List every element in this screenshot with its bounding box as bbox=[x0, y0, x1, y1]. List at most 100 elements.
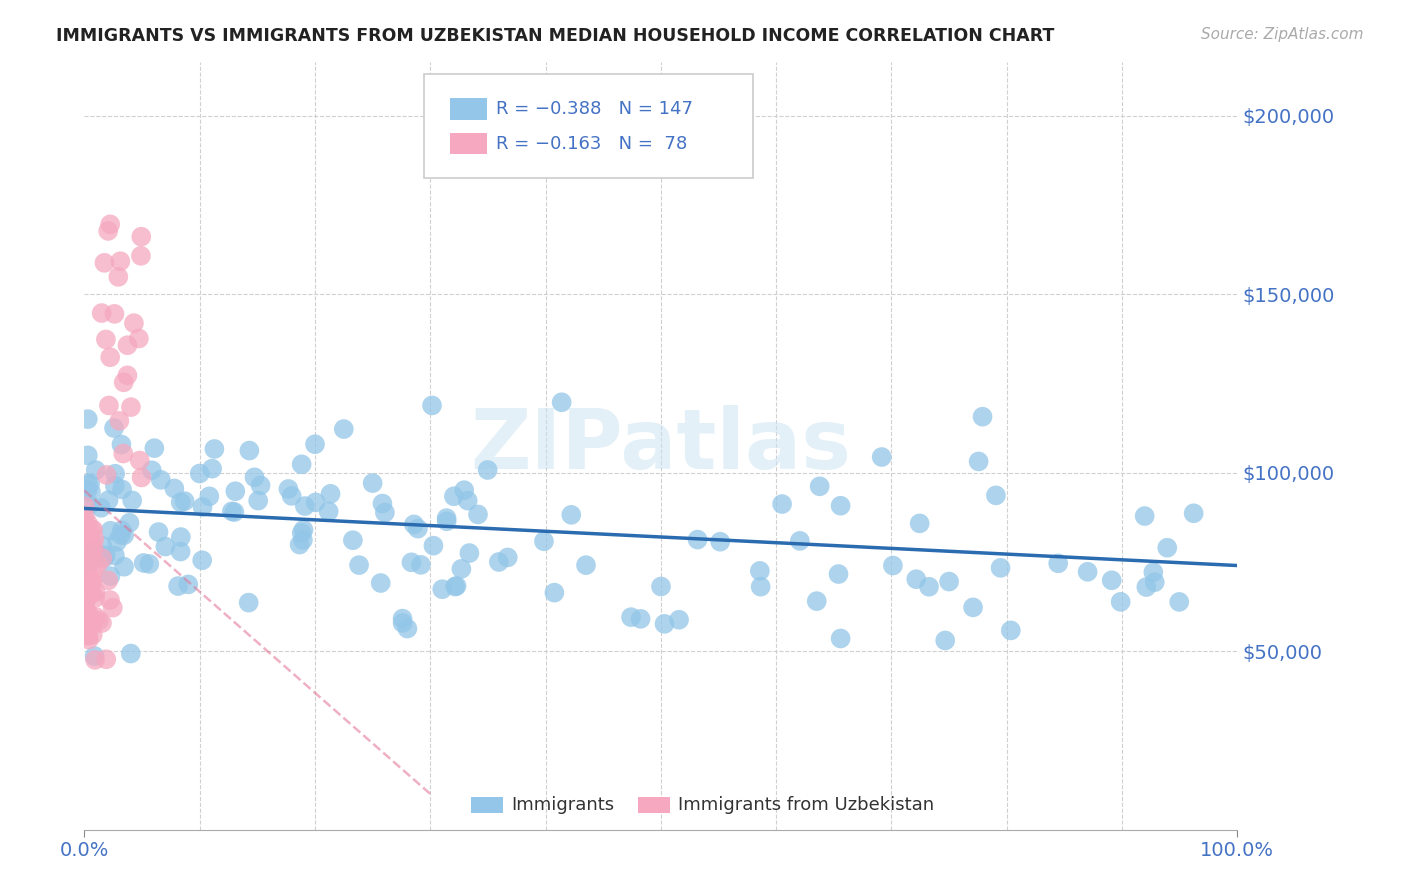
Point bbox=[132, 556, 155, 570]
Point bbox=[249, 478, 271, 492]
Point bbox=[630, 612, 652, 626]
Point bbox=[75, 541, 97, 556]
Point bbox=[1135, 580, 1157, 594]
Point bbox=[91, 615, 114, 630]
Point bbox=[280, 489, 302, 503]
Point bbox=[129, 229, 152, 244]
Point bbox=[830, 499, 852, 513]
Point bbox=[104, 549, 127, 563]
Point bbox=[76, 561, 98, 575]
Point bbox=[173, 494, 195, 508]
Point bbox=[82, 523, 104, 537]
Point bbox=[291, 526, 314, 541]
Point bbox=[79, 573, 101, 587]
Point bbox=[100, 524, 122, 538]
Point bbox=[374, 506, 396, 520]
Point bbox=[918, 580, 941, 594]
Point bbox=[82, 628, 104, 642]
Point bbox=[191, 500, 214, 514]
Point bbox=[138, 557, 160, 571]
Point bbox=[1156, 541, 1178, 555]
Point bbox=[560, 508, 582, 522]
Point bbox=[73, 605, 96, 619]
Point bbox=[131, 470, 153, 484]
Point bbox=[77, 575, 100, 590]
Point bbox=[827, 567, 849, 582]
Point bbox=[533, 534, 555, 549]
Point bbox=[401, 555, 423, 569]
Point bbox=[107, 269, 129, 284]
Point bbox=[319, 487, 342, 501]
Text: IMMIGRANTS VS IMMIGRANTS FROM UZBEKISTAN MEDIAN HOUSEHOLD INCOME CORRELATION CHA: IMMIGRANTS VS IMMIGRANTS FROM UZBEKISTAN… bbox=[56, 27, 1054, 45]
Point bbox=[77, 581, 100, 595]
Point bbox=[177, 577, 200, 591]
Point bbox=[432, 582, 454, 597]
Point bbox=[277, 482, 299, 496]
Bar bbox=[450, 98, 486, 120]
Point bbox=[477, 463, 499, 477]
Point bbox=[75, 603, 97, 617]
Point bbox=[155, 540, 177, 554]
Point bbox=[128, 453, 150, 467]
Point bbox=[749, 580, 772, 594]
Bar bbox=[638, 797, 671, 813]
Point bbox=[806, 594, 828, 608]
Point bbox=[905, 572, 928, 586]
Point bbox=[80, 546, 103, 560]
Point bbox=[967, 454, 990, 468]
Point bbox=[97, 399, 120, 413]
Point bbox=[84, 463, 107, 477]
Point bbox=[808, 479, 831, 493]
Point bbox=[93, 256, 115, 270]
Point bbox=[129, 249, 152, 263]
Point bbox=[318, 504, 340, 518]
Point bbox=[104, 479, 127, 493]
Point bbox=[76, 569, 98, 583]
Point bbox=[83, 648, 105, 663]
Point bbox=[1000, 624, 1022, 638]
Point bbox=[1047, 557, 1070, 571]
Point bbox=[830, 632, 852, 646]
Point bbox=[620, 610, 643, 624]
Point bbox=[84, 544, 107, 558]
Point bbox=[238, 596, 260, 610]
Point bbox=[73, 510, 96, 524]
Point bbox=[79, 476, 101, 491]
Point bbox=[550, 395, 572, 409]
Point bbox=[467, 508, 489, 522]
Point bbox=[84, 591, 107, 605]
Point bbox=[98, 217, 121, 231]
Point bbox=[167, 579, 190, 593]
Point bbox=[75, 526, 97, 541]
Point bbox=[97, 493, 120, 508]
Point bbox=[90, 306, 112, 320]
Point bbox=[984, 488, 1007, 502]
Point bbox=[444, 580, 467, 594]
Point bbox=[103, 421, 125, 435]
Point bbox=[90, 500, 112, 515]
Point bbox=[654, 616, 676, 631]
Point bbox=[198, 489, 221, 503]
Point bbox=[97, 574, 120, 588]
Point bbox=[76, 565, 98, 579]
Point bbox=[84, 610, 107, 624]
Point bbox=[73, 628, 96, 642]
Point bbox=[77, 532, 100, 546]
Point bbox=[221, 504, 243, 518]
Point bbox=[73, 500, 96, 514]
Point bbox=[77, 618, 100, 632]
Point bbox=[77, 632, 100, 647]
Point bbox=[94, 333, 117, 347]
Point bbox=[294, 499, 316, 513]
Point bbox=[247, 493, 270, 508]
Point bbox=[112, 376, 135, 390]
Point bbox=[82, 574, 104, 589]
Point bbox=[87, 614, 110, 628]
Text: R = −0.163   N =  78: R = −0.163 N = 78 bbox=[496, 135, 688, 153]
Point bbox=[76, 557, 98, 571]
Point bbox=[76, 483, 98, 497]
Point bbox=[163, 482, 186, 496]
Point bbox=[94, 549, 117, 563]
Point bbox=[789, 533, 811, 548]
Point bbox=[990, 561, 1012, 575]
